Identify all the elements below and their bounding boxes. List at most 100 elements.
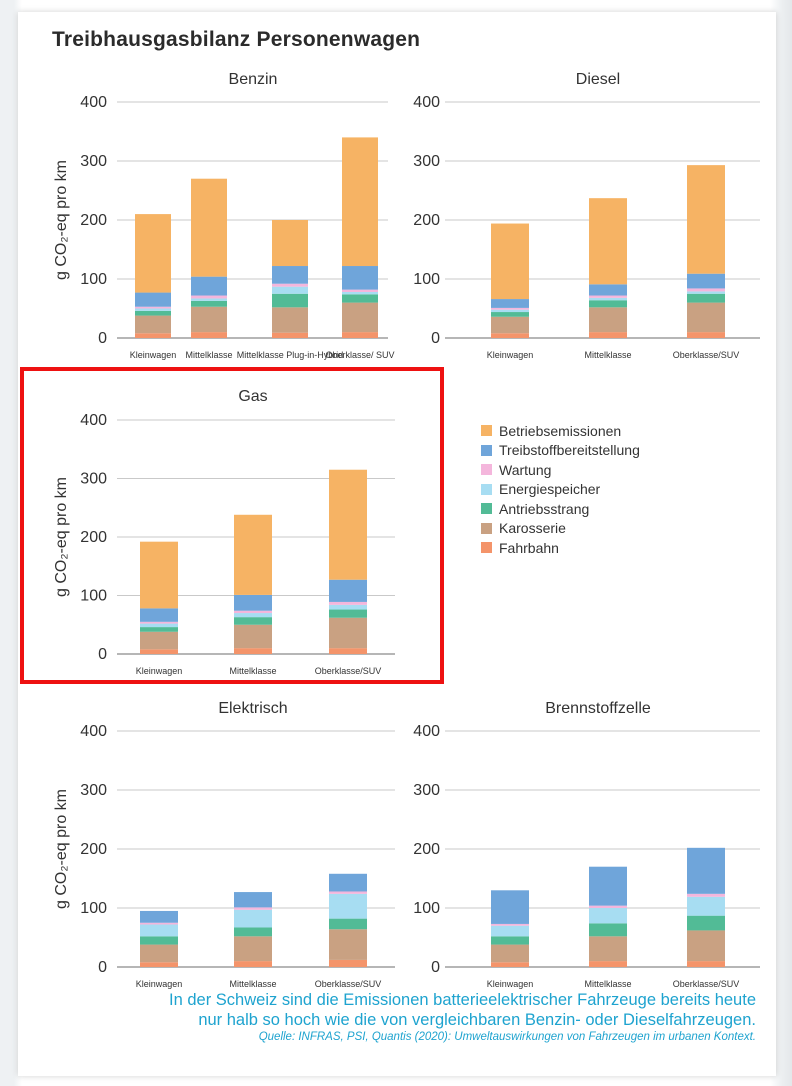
bar-segment xyxy=(589,295,627,298)
bar-segment xyxy=(140,936,178,945)
y-tick-label: 300 xyxy=(80,471,107,488)
chart-panel-3: Elektrisch 0 100 200 300 400 g CO₂-eq pro km Kl… xyxy=(53,700,395,989)
bar-segment xyxy=(342,294,378,303)
bar-segment xyxy=(234,936,272,962)
bar-segment xyxy=(191,300,227,307)
chart-title: Benzin xyxy=(229,71,278,88)
y-tick-label: 400 xyxy=(413,723,440,740)
x-tick-label: Oberklasse/SUV xyxy=(673,979,740,989)
bar-segment xyxy=(135,315,171,334)
main-title: Treibhausgasbilanz Personenwagen xyxy=(52,28,421,51)
bar-segment xyxy=(191,178,227,277)
legend-item: Karosserie xyxy=(481,519,640,539)
bar-segment xyxy=(687,291,725,294)
bar-segment xyxy=(140,608,178,622)
bar-segment xyxy=(589,297,627,301)
bar-segment xyxy=(234,909,272,928)
bar-segment xyxy=(135,214,171,293)
bar-segment xyxy=(687,930,725,962)
gas-highlight-box xyxy=(20,367,444,684)
bar-segment xyxy=(491,944,529,963)
bar-segment xyxy=(491,309,529,313)
bar-segment xyxy=(687,961,725,967)
footer-text-line-2: nur halb so hoch wie die von vergleichba… xyxy=(198,1011,756,1029)
bar-segment xyxy=(140,944,178,963)
bar-segment xyxy=(687,915,725,931)
legend-item: Wartung xyxy=(481,460,640,480)
bar-segment xyxy=(491,962,529,967)
y-tick-label: 300 xyxy=(80,782,107,799)
bar-segment xyxy=(491,307,529,310)
bar-segment xyxy=(589,866,627,906)
bar-segment xyxy=(191,276,227,296)
bar-segment xyxy=(589,307,627,333)
x-tick-label: Mittelklasse xyxy=(584,979,631,989)
legend-label: Betriebsemissionen xyxy=(499,422,622,439)
bar-segment xyxy=(329,918,367,930)
y-tick-label: 0 xyxy=(431,330,440,347)
bar-segment xyxy=(589,198,627,285)
bar-segment xyxy=(140,621,178,624)
bar-segment xyxy=(135,333,171,338)
legend-label: Wartung xyxy=(499,461,552,478)
x-tick-label: Oberklasse/SUV xyxy=(673,350,740,360)
bar-segment xyxy=(687,293,725,303)
x-tick-label: Mittelklasse xyxy=(185,350,232,360)
bar-segment xyxy=(272,283,308,287)
y-tick-label: 400 xyxy=(80,412,107,429)
y-tick-label: 400 xyxy=(413,94,440,111)
bar-segment xyxy=(135,308,171,311)
legend-item: Fahrbahn xyxy=(481,538,640,558)
bar-segment xyxy=(272,332,308,338)
chart-title: Brennstoffzelle xyxy=(545,700,651,717)
bar-segment xyxy=(329,609,367,618)
bar-segment xyxy=(234,514,272,595)
bar-segment xyxy=(234,594,272,611)
bar-segment xyxy=(329,604,367,610)
bar-segment xyxy=(234,892,272,908)
bar-segment xyxy=(342,291,378,295)
bar-segment xyxy=(140,541,178,609)
bar-segment xyxy=(342,266,378,290)
bar-segment xyxy=(491,925,529,937)
x-tick-label: Oberklasse/ SUV xyxy=(325,350,394,360)
x-tick-label: Mittelklasse Plug-in-Hybrid xyxy=(237,350,344,360)
y-tick-label: 100 xyxy=(80,900,107,917)
y-tick-label: 100 xyxy=(80,588,107,605)
bar-segment xyxy=(234,610,272,614)
legend-label: Energiespeicher xyxy=(499,481,601,498)
bar-segment xyxy=(589,905,627,908)
y-tick-label: 200 xyxy=(80,212,107,229)
y-tick-label: 300 xyxy=(413,153,440,170)
bar-segment xyxy=(342,302,378,333)
bar-segment xyxy=(589,284,627,296)
y-tick-label: 100 xyxy=(413,900,440,917)
x-tick-label: Mittelklasse xyxy=(229,666,276,676)
bar-segment xyxy=(191,295,227,299)
legend: Betriebsemissionen Treibstoffbereitstell… xyxy=(481,421,640,558)
x-tick-label: Mittelklasse xyxy=(229,979,276,989)
bar-segment xyxy=(491,223,529,300)
chart-title: Elektrisch xyxy=(218,700,287,717)
legend-item: Antriebsstrang xyxy=(481,499,640,519)
y-tick-label: 0 xyxy=(431,959,440,976)
bar-segment xyxy=(191,306,227,333)
legend-item: Betriebsemissionen xyxy=(481,421,640,441)
bar-segment xyxy=(329,929,367,960)
legend-label: Fahrbahn xyxy=(499,539,559,556)
legend-item: Treibstoffbereitstellung xyxy=(481,441,640,461)
chart-panel-2: Gas 0 100 200 300 400 g CO₂-eq pro km Kleinwage… xyxy=(53,388,395,676)
legend-swatch xyxy=(481,483,492,495)
bar-segment xyxy=(491,299,529,308)
bar-segment xyxy=(589,300,627,308)
chart-title: Gas xyxy=(238,388,267,405)
bar-segment xyxy=(687,332,725,338)
y-tick-label: 300 xyxy=(80,153,107,170)
bar-segment xyxy=(491,890,529,924)
bar-segment xyxy=(272,286,308,294)
bar-segment xyxy=(329,579,367,602)
bar-segment xyxy=(329,469,367,580)
y-tick-label: 200 xyxy=(413,841,440,858)
